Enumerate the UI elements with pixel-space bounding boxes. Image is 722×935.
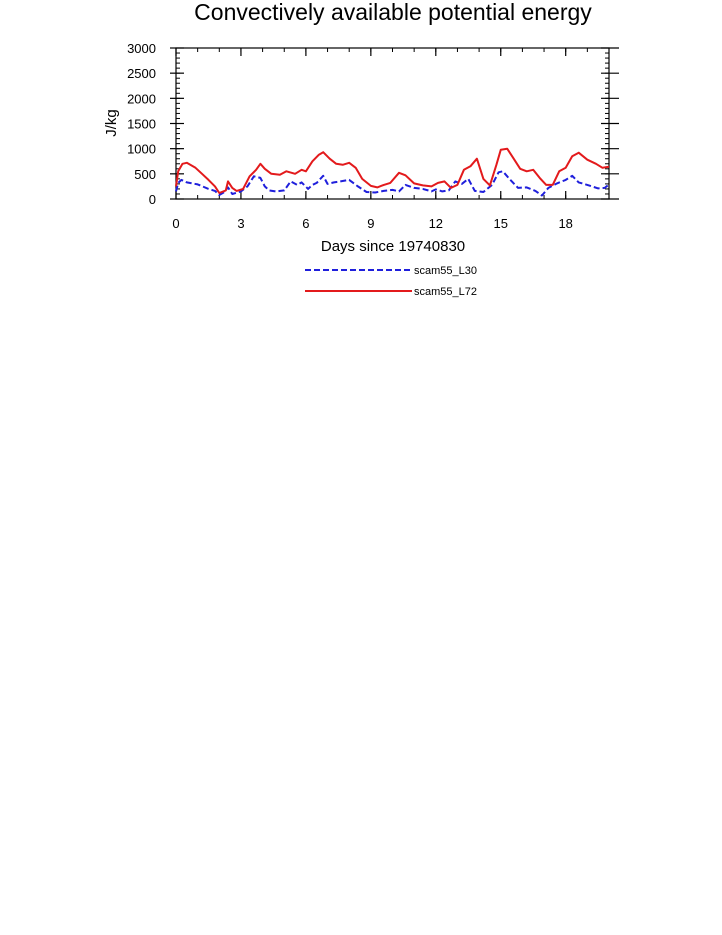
y-tick-label: 0	[149, 192, 156, 207]
x-tick-label: 12	[429, 216, 443, 231]
y-tick-label: 2500	[127, 66, 156, 81]
y-tick-label: 1000	[127, 142, 156, 157]
x-axis-label: Days since 19740830	[321, 238, 465, 255]
major-ticks	[170, 47, 619, 200]
y-tick-label: 3000	[127, 41, 156, 56]
legend-label: scam55_L30	[414, 265, 477, 277]
series-line-scam55_L30	[175, 170, 610, 197]
series-layer	[175, 147, 610, 197]
x-tick-label: 6	[302, 216, 309, 231]
x-tick-label: 3	[237, 216, 244, 231]
x-tick-label: 15	[494, 216, 508, 231]
y-tick-label: 500	[134, 167, 156, 182]
chart-title: Convectively available potential energy	[194, 0, 592, 25]
legend: scam55_L30 scam55_L72	[305, 265, 477, 298]
series-line-scam55_L72	[175, 147, 610, 194]
y-tick-label: 1500	[127, 117, 156, 132]
x-tick-label: 0	[172, 216, 179, 231]
y-tick-labels: 0 500 1000 1500 2000 2500 3000	[127, 41, 156, 207]
y-tick-label: 2000	[127, 91, 156, 106]
x-tick-label: 9	[367, 216, 374, 231]
x-tick-label: 18	[558, 216, 572, 231]
x-tick-labels: 0 3 6 9 12 15 18	[172, 216, 573, 231]
plot-frame	[175, 47, 610, 200]
legend-label: scam55_L72	[414, 286, 477, 298]
minor-ticks	[175, 47, 610, 200]
y-axis-label: J/kg	[103, 109, 120, 137]
